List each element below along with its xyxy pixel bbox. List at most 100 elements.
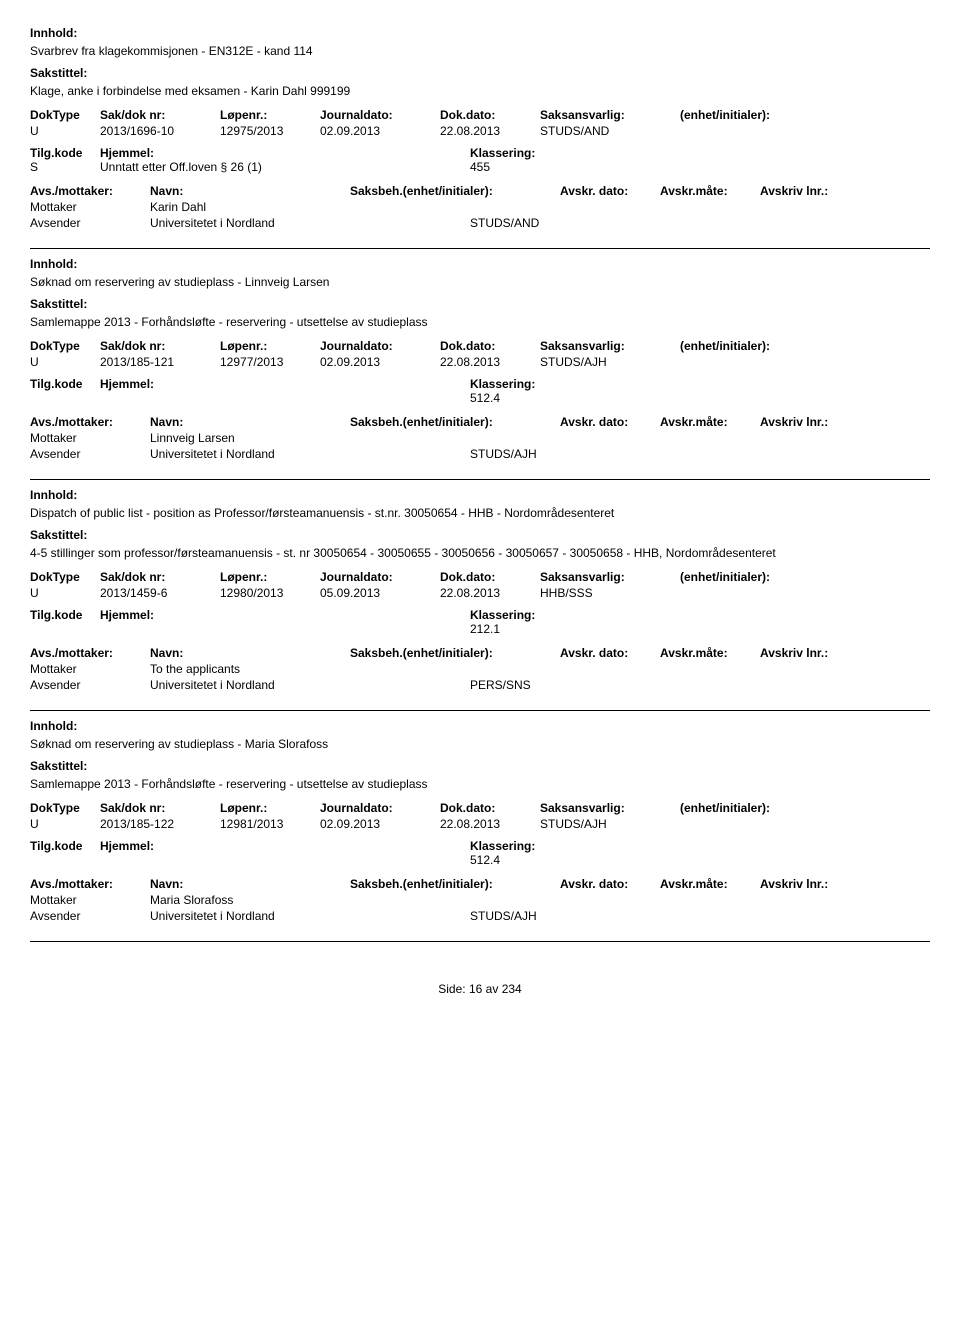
hdr-klassering: Klassering: [470, 146, 580, 160]
hdr-avsmottaker: Avs./mottaker: [30, 646, 150, 660]
hdr-avskrivlnr: Avskriv lnr.: [760, 877, 930, 891]
tilg-row: Tilg.kode Hjemmel: Klassering: [30, 608, 930, 622]
party-row: Avsender Universitetet i Nordland STUDS/… [30, 909, 930, 923]
hdr-navn: Navn: [150, 877, 350, 891]
val-doktype: U [30, 124, 100, 138]
tilg-row: Tilg.kode Hjemmel: Klassering: [30, 377, 930, 391]
val-enhet [680, 586, 930, 600]
footer-side-label: Side: [438, 982, 465, 996]
hdr-lopenr: Løpenr.: [220, 339, 320, 353]
party-code: STUDS/AJH [470, 447, 537, 461]
meta-header: DokType Sak/dok nr: Løpenr.: Journaldato… [30, 801, 930, 815]
val-sakdoknr: 2013/185-121 [100, 355, 220, 369]
hdr-sakdoknr: Sak/dok nr: [100, 339, 220, 353]
party-role: Mottaker [30, 893, 150, 907]
meta-header: DokType Sak/dok nr: Løpenr.: Journaldato… [30, 570, 930, 584]
hdr-saksansvarlig: Saksansvarlig: [540, 570, 680, 584]
hdr-navn: Navn: [150, 415, 350, 429]
val-journaldato: 05.09.2013 [320, 586, 440, 600]
hdr-avskrmate: Avskr.måte: [660, 877, 760, 891]
sakstittel-label: Sakstittel: [30, 528, 930, 542]
entries-container: Innhold: Svarbrev fra klagekommisjonen -… [30, 26, 930, 942]
val-dokdato: 22.08.2013 [440, 355, 540, 369]
party-code: PERS/SNS [470, 678, 531, 692]
hdr-tilgkode: Tilg.kode [30, 146, 100, 160]
meta-row: U 2013/185-121 12977/2013 02.09.2013 22.… [30, 355, 930, 369]
hdr-lopenr: Løpenr.: [220, 108, 320, 122]
val-hjemmel-spacer [180, 839, 470, 853]
hdr-avskrdato: Avskr. dato: [560, 184, 660, 198]
hdr-hjemmel: Hjemmel: [100, 146, 180, 160]
hdr-klassering: Klassering: [470, 839, 580, 853]
hdr-enhet: (enhet/initialer): [680, 570, 930, 584]
hdr-avskrivlnr: Avskriv lnr.: [760, 184, 930, 198]
hdr-saksbeh: Saksbeh.(enhet/initialer): [350, 646, 560, 660]
hdr-dokdato: Dok.dato: [440, 570, 540, 584]
val-hjemmel: Unntatt etter Off.loven § 26 (1) [100, 160, 470, 174]
meta-header: DokType Sak/dok nr: Løpenr.: Journaldato… [30, 108, 930, 122]
journal-entry: Innhold: Dispatch of public list - posit… [30, 488, 930, 711]
meta-row: U 2013/1696-10 12975/2013 02.09.2013 22.… [30, 124, 930, 138]
val-hjemmel [100, 853, 470, 867]
hdr-saksansvarlig: Saksansvarlig: [540, 801, 680, 815]
tilg-row: Tilg.kode Hjemmel: Klassering: [30, 146, 930, 160]
meta-row: U 2013/185-122 12981/2013 02.09.2013 22.… [30, 817, 930, 831]
hdr-avskrmate: Avskr.måte: [660, 415, 760, 429]
party-role: Mottaker [30, 200, 150, 214]
footer-total: 234 [502, 982, 522, 996]
val-journaldato: 02.09.2013 [320, 124, 440, 138]
hdr-klassering: Klassering: [470, 608, 580, 622]
hdr-lopenr: Løpenr.: [220, 801, 320, 815]
footer-av: av [486, 982, 499, 996]
party-name: Linnveig Larsen [150, 431, 470, 445]
parties-header: Avs./mottaker: Navn: Saksbeh.(enhet/init… [30, 646, 930, 660]
party-code: STUDS/AJH [470, 909, 537, 923]
val-klassering: 512.4 [470, 391, 500, 405]
hdr-sakdoknr: Sak/dok nr: [100, 108, 220, 122]
sakstittel-text: Samlemappe 2013 - Forhåndsløfte - reserv… [30, 315, 930, 329]
party-code: STUDS/AND [470, 216, 539, 230]
hdr-sakdoknr: Sak/dok nr: [100, 801, 220, 815]
innhold-text: Søknad om reservering av studieplass - M… [30, 737, 930, 751]
party-row: Avsender Universitetet i Nordland STUDS/… [30, 447, 930, 461]
hdr-avskrmate: Avskr.måte: [660, 646, 760, 660]
hdr-avskrmate: Avskr.måte: [660, 184, 760, 198]
hdr-avsmottaker: Avs./mottaker: [30, 415, 150, 429]
val-journaldato: 02.09.2013 [320, 817, 440, 831]
val-hjemmel-spacer [180, 608, 470, 622]
sakstittel-text: Samlemappe 2013 - Forhåndsløfte - reserv… [30, 777, 930, 791]
val-dokdato: 22.08.2013 [440, 586, 540, 600]
hdr-avskrivlnr: Avskriv lnr.: [760, 415, 930, 429]
party-role: Mottaker [30, 431, 150, 445]
meta-header: DokType Sak/dok nr: Løpenr.: Journaldato… [30, 339, 930, 353]
hdr-avskrdato: Avskr. dato: [560, 415, 660, 429]
party-row: Avsender Universitetet i Nordland PERS/S… [30, 678, 930, 692]
hdr-tilgkode: Tilg.kode [30, 608, 100, 622]
hdr-doktype: DokType [30, 108, 100, 122]
hdr-sakdoknr: Sak/dok nr: [100, 570, 220, 584]
val-hjemmel [100, 622, 470, 636]
innhold-text: Dispatch of public list - position as Pr… [30, 506, 930, 520]
hdr-avsmottaker: Avs./mottaker: [30, 877, 150, 891]
hdr-tilgkode: Tilg.kode [30, 377, 100, 391]
parties-header: Avs./mottaker: Navn: Saksbeh.(enhet/init… [30, 877, 930, 891]
party-row: Mottaker Linnveig Larsen [30, 431, 930, 445]
party-role: Avsender [30, 447, 150, 461]
val-doktype: U [30, 355, 100, 369]
hdr-saksbeh: Saksbeh.(enhet/initialer): [350, 415, 560, 429]
tilg-val-row: 212.1 [30, 622, 930, 636]
party-role: Avsender [30, 216, 150, 230]
meta-row: U 2013/1459-6 12980/2013 05.09.2013 22.0… [30, 586, 930, 600]
val-sakdoknr: 2013/1459-6 [100, 586, 220, 600]
val-lopenr: 12977/2013 [220, 355, 320, 369]
journal-entry: Innhold: Svarbrev fra klagekommisjonen -… [30, 26, 930, 249]
journal-entry: Innhold: Søknad om reservering av studie… [30, 719, 930, 942]
hdr-dokdato: Dok.dato: [440, 339, 540, 353]
val-enhet [680, 355, 930, 369]
party-row: Mottaker Maria Slorafoss [30, 893, 930, 907]
innhold-text: Søknad om reservering av studieplass - L… [30, 275, 930, 289]
parties-header: Avs./mottaker: Navn: Saksbeh.(enhet/init… [30, 415, 930, 429]
hdr-klassering: Klassering: [470, 377, 580, 391]
val-saksansvarlig: STUDS/AND [540, 124, 680, 138]
hdr-navn: Navn: [150, 184, 350, 198]
